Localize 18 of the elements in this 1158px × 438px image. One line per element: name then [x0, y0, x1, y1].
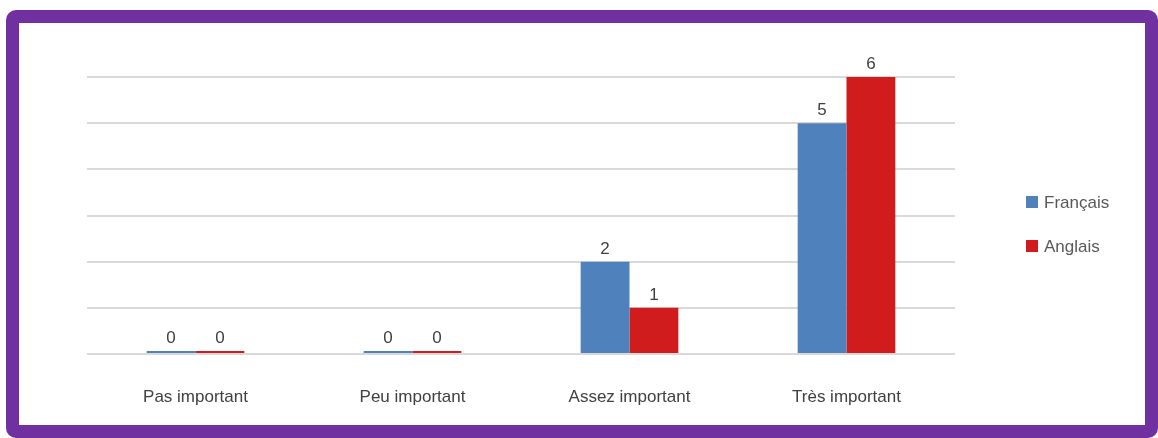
legend-label: Anglais: [1044, 236, 1100, 256]
x-tick-label: Très important: [792, 386, 902, 406]
x-tick-label: Assez important: [568, 386, 691, 406]
bar: [580, 261, 630, 353]
data-label: 0: [166, 328, 176, 348]
x-tick-label: Pas important: [143, 386, 249, 406]
x-tick-label: Peu important: [359, 386, 466, 406]
data-label: 2: [600, 238, 610, 258]
bar: [797, 123, 847, 353]
data-label: 0: [215, 328, 225, 348]
data-label: 1: [649, 285, 659, 305]
bar: [846, 77, 896, 353]
legend-label: Français: [1044, 192, 1110, 212]
data-label: 0: [432, 328, 442, 348]
data-label: 6: [866, 54, 876, 74]
bar: [629, 307, 679, 353]
data-label: 5: [817, 100, 827, 120]
data-label: 0: [383, 328, 393, 348]
